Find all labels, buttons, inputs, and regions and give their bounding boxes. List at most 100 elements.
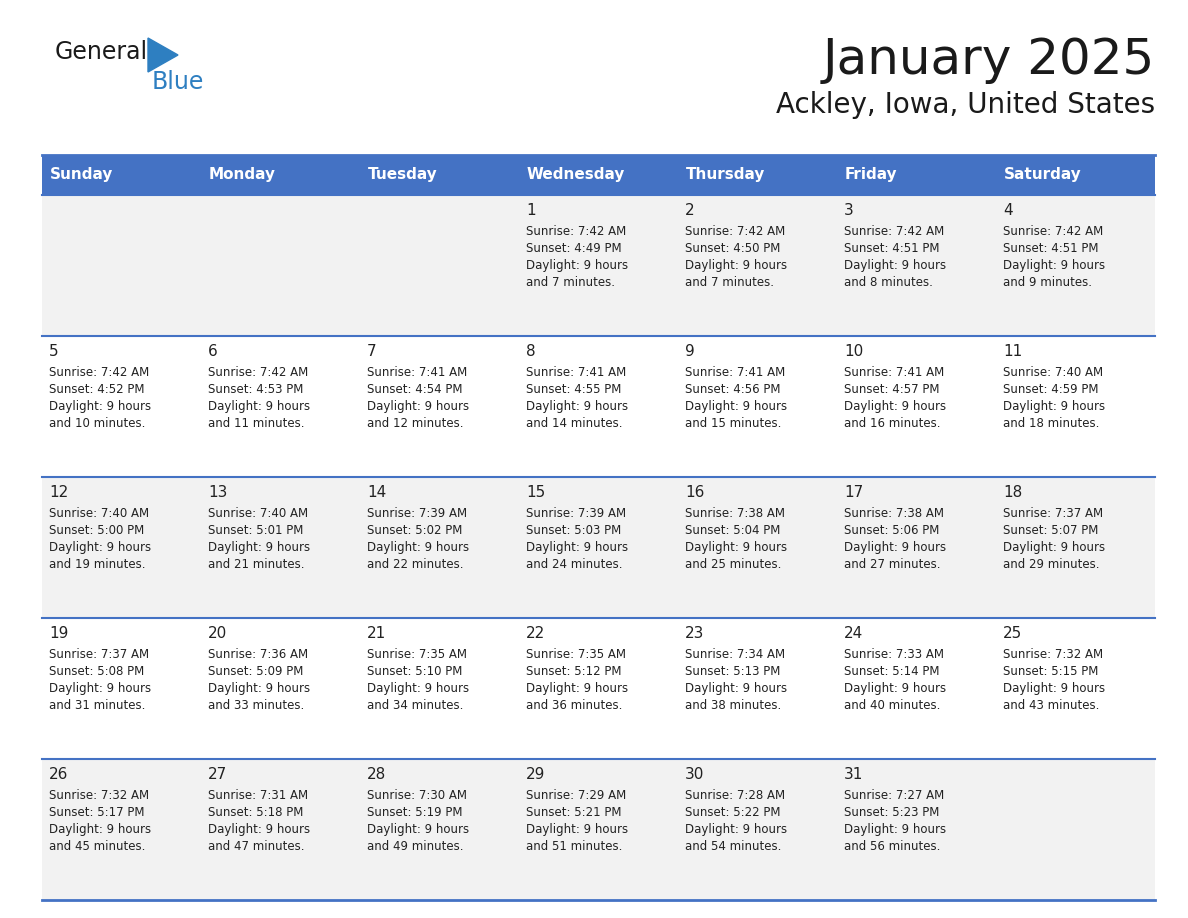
Text: Friday: Friday (845, 167, 898, 183)
Text: Ackley, Iowa, United States: Ackley, Iowa, United States (776, 91, 1155, 119)
Bar (360, 759, 519, 900)
Text: Daylight: 9 hours: Daylight: 9 hours (843, 541, 946, 554)
Text: Sunrise: 7:35 AM: Sunrise: 7:35 AM (367, 648, 467, 661)
Text: Sunrise: 7:38 AM: Sunrise: 7:38 AM (843, 507, 944, 520)
Text: Sunrise: 7:32 AM: Sunrise: 7:32 AM (49, 789, 150, 802)
Text: Sunset: 5:10 PM: Sunset: 5:10 PM (367, 665, 462, 678)
Text: Sunrise: 7:37 AM: Sunrise: 7:37 AM (1003, 507, 1104, 520)
Text: Daylight: 9 hours: Daylight: 9 hours (1003, 400, 1105, 413)
Bar (838, 477, 996, 618)
Text: 2: 2 (685, 203, 695, 218)
Text: Sunrise: 7:32 AM: Sunrise: 7:32 AM (1003, 648, 1104, 661)
Text: Sunrise: 7:36 AM: Sunrise: 7:36 AM (208, 648, 308, 661)
Bar (678, 477, 838, 618)
Text: and 56 minutes.: and 56 minutes. (843, 840, 941, 853)
Text: 3: 3 (843, 203, 854, 218)
Text: 31: 31 (843, 767, 864, 782)
Text: Daylight: 9 hours: Daylight: 9 hours (526, 541, 628, 554)
Bar (42, 155, 201, 195)
Text: Sunrise: 7:41 AM: Sunrise: 7:41 AM (843, 366, 944, 379)
Text: 6: 6 (208, 344, 217, 359)
Text: Sunrise: 7:38 AM: Sunrise: 7:38 AM (685, 507, 785, 520)
Text: Sunset: 5:04 PM: Sunset: 5:04 PM (685, 524, 781, 537)
Text: 18: 18 (1003, 485, 1022, 500)
Text: Sunset: 5:23 PM: Sunset: 5:23 PM (843, 806, 940, 819)
Text: Sunset: 4:51 PM: Sunset: 4:51 PM (843, 242, 940, 255)
Text: Sunset: 5:19 PM: Sunset: 5:19 PM (367, 806, 462, 819)
Text: Daylight: 9 hours: Daylight: 9 hours (1003, 541, 1105, 554)
Text: Daylight: 9 hours: Daylight: 9 hours (367, 823, 469, 836)
Text: Sunset: 5:07 PM: Sunset: 5:07 PM (1003, 524, 1099, 537)
Text: and 25 minutes.: and 25 minutes. (685, 558, 782, 571)
Text: Daylight: 9 hours: Daylight: 9 hours (526, 400, 628, 413)
Text: and 27 minutes.: and 27 minutes. (843, 558, 941, 571)
Text: 11: 11 (1003, 344, 1022, 359)
Text: and 45 minutes.: and 45 minutes. (49, 840, 145, 853)
Text: Thursday: Thursday (685, 167, 765, 183)
Text: Daylight: 9 hours: Daylight: 9 hours (1003, 259, 1105, 272)
Bar (201, 759, 360, 900)
Text: Sunset: 4:53 PM: Sunset: 4:53 PM (208, 383, 303, 396)
Bar (996, 477, 1155, 618)
Text: Sunset: 5:17 PM: Sunset: 5:17 PM (49, 806, 145, 819)
Text: 17: 17 (843, 485, 864, 500)
Text: 27: 27 (208, 767, 227, 782)
Bar (201, 477, 360, 618)
Text: Daylight: 9 hours: Daylight: 9 hours (685, 400, 788, 413)
Text: Sunrise: 7:40 AM: Sunrise: 7:40 AM (208, 507, 308, 520)
Text: and 8 minutes.: and 8 minutes. (843, 276, 933, 289)
Text: and 36 minutes.: and 36 minutes. (526, 699, 623, 712)
Text: Sunset: 5:03 PM: Sunset: 5:03 PM (526, 524, 621, 537)
Text: 10: 10 (843, 344, 864, 359)
Text: 29: 29 (526, 767, 545, 782)
Bar (838, 618, 996, 759)
Text: Sunrise: 7:33 AM: Sunrise: 7:33 AM (843, 648, 944, 661)
Bar (996, 618, 1155, 759)
Text: Tuesday: Tuesday (368, 167, 437, 183)
Text: 23: 23 (685, 626, 704, 641)
Text: Sunrise: 7:29 AM: Sunrise: 7:29 AM (526, 789, 626, 802)
Text: January 2025: January 2025 (823, 36, 1155, 84)
Text: and 18 minutes.: and 18 minutes. (1003, 417, 1099, 430)
Text: Sunset: 5:12 PM: Sunset: 5:12 PM (526, 665, 621, 678)
Text: 7: 7 (367, 344, 377, 359)
Text: Sunrise: 7:42 AM: Sunrise: 7:42 AM (685, 225, 785, 238)
Text: 14: 14 (367, 485, 386, 500)
Polygon shape (148, 38, 178, 72)
Text: 24: 24 (843, 626, 864, 641)
Bar (838, 759, 996, 900)
Bar (201, 618, 360, 759)
Text: Daylight: 9 hours: Daylight: 9 hours (526, 823, 628, 836)
Text: Sunset: 5:18 PM: Sunset: 5:18 PM (208, 806, 303, 819)
Text: 9: 9 (685, 344, 695, 359)
Text: and 47 minutes.: and 47 minutes. (208, 840, 304, 853)
Text: Sunset: 5:06 PM: Sunset: 5:06 PM (843, 524, 940, 537)
Text: Sunrise: 7:42 AM: Sunrise: 7:42 AM (843, 225, 944, 238)
Bar (996, 336, 1155, 477)
Text: Daylight: 9 hours: Daylight: 9 hours (49, 400, 151, 413)
Bar (996, 155, 1155, 195)
Text: and 29 minutes.: and 29 minutes. (1003, 558, 1100, 571)
Text: and 49 minutes.: and 49 minutes. (367, 840, 463, 853)
Text: and 22 minutes.: and 22 minutes. (367, 558, 463, 571)
Bar (201, 336, 360, 477)
Text: 16: 16 (685, 485, 704, 500)
Bar (201, 195, 360, 336)
Text: Daylight: 9 hours: Daylight: 9 hours (843, 682, 946, 695)
Text: and 7 minutes.: and 7 minutes. (685, 276, 775, 289)
Text: and 34 minutes.: and 34 minutes. (367, 699, 463, 712)
Text: and 7 minutes.: and 7 minutes. (526, 276, 615, 289)
Text: Saturday: Saturday (1004, 167, 1082, 183)
Text: Sunset: 4:51 PM: Sunset: 4:51 PM (1003, 242, 1099, 255)
Bar (678, 336, 838, 477)
Text: and 9 minutes.: and 9 minutes. (1003, 276, 1092, 289)
Text: 22: 22 (526, 626, 545, 641)
Text: 13: 13 (208, 485, 227, 500)
Text: Daylight: 9 hours: Daylight: 9 hours (49, 541, 151, 554)
Bar (360, 155, 519, 195)
Text: Wednesday: Wednesday (527, 167, 625, 183)
Text: Sunset: 5:22 PM: Sunset: 5:22 PM (685, 806, 781, 819)
Text: and 12 minutes.: and 12 minutes. (367, 417, 463, 430)
Text: Daylight: 9 hours: Daylight: 9 hours (208, 400, 310, 413)
Bar (42, 759, 201, 900)
